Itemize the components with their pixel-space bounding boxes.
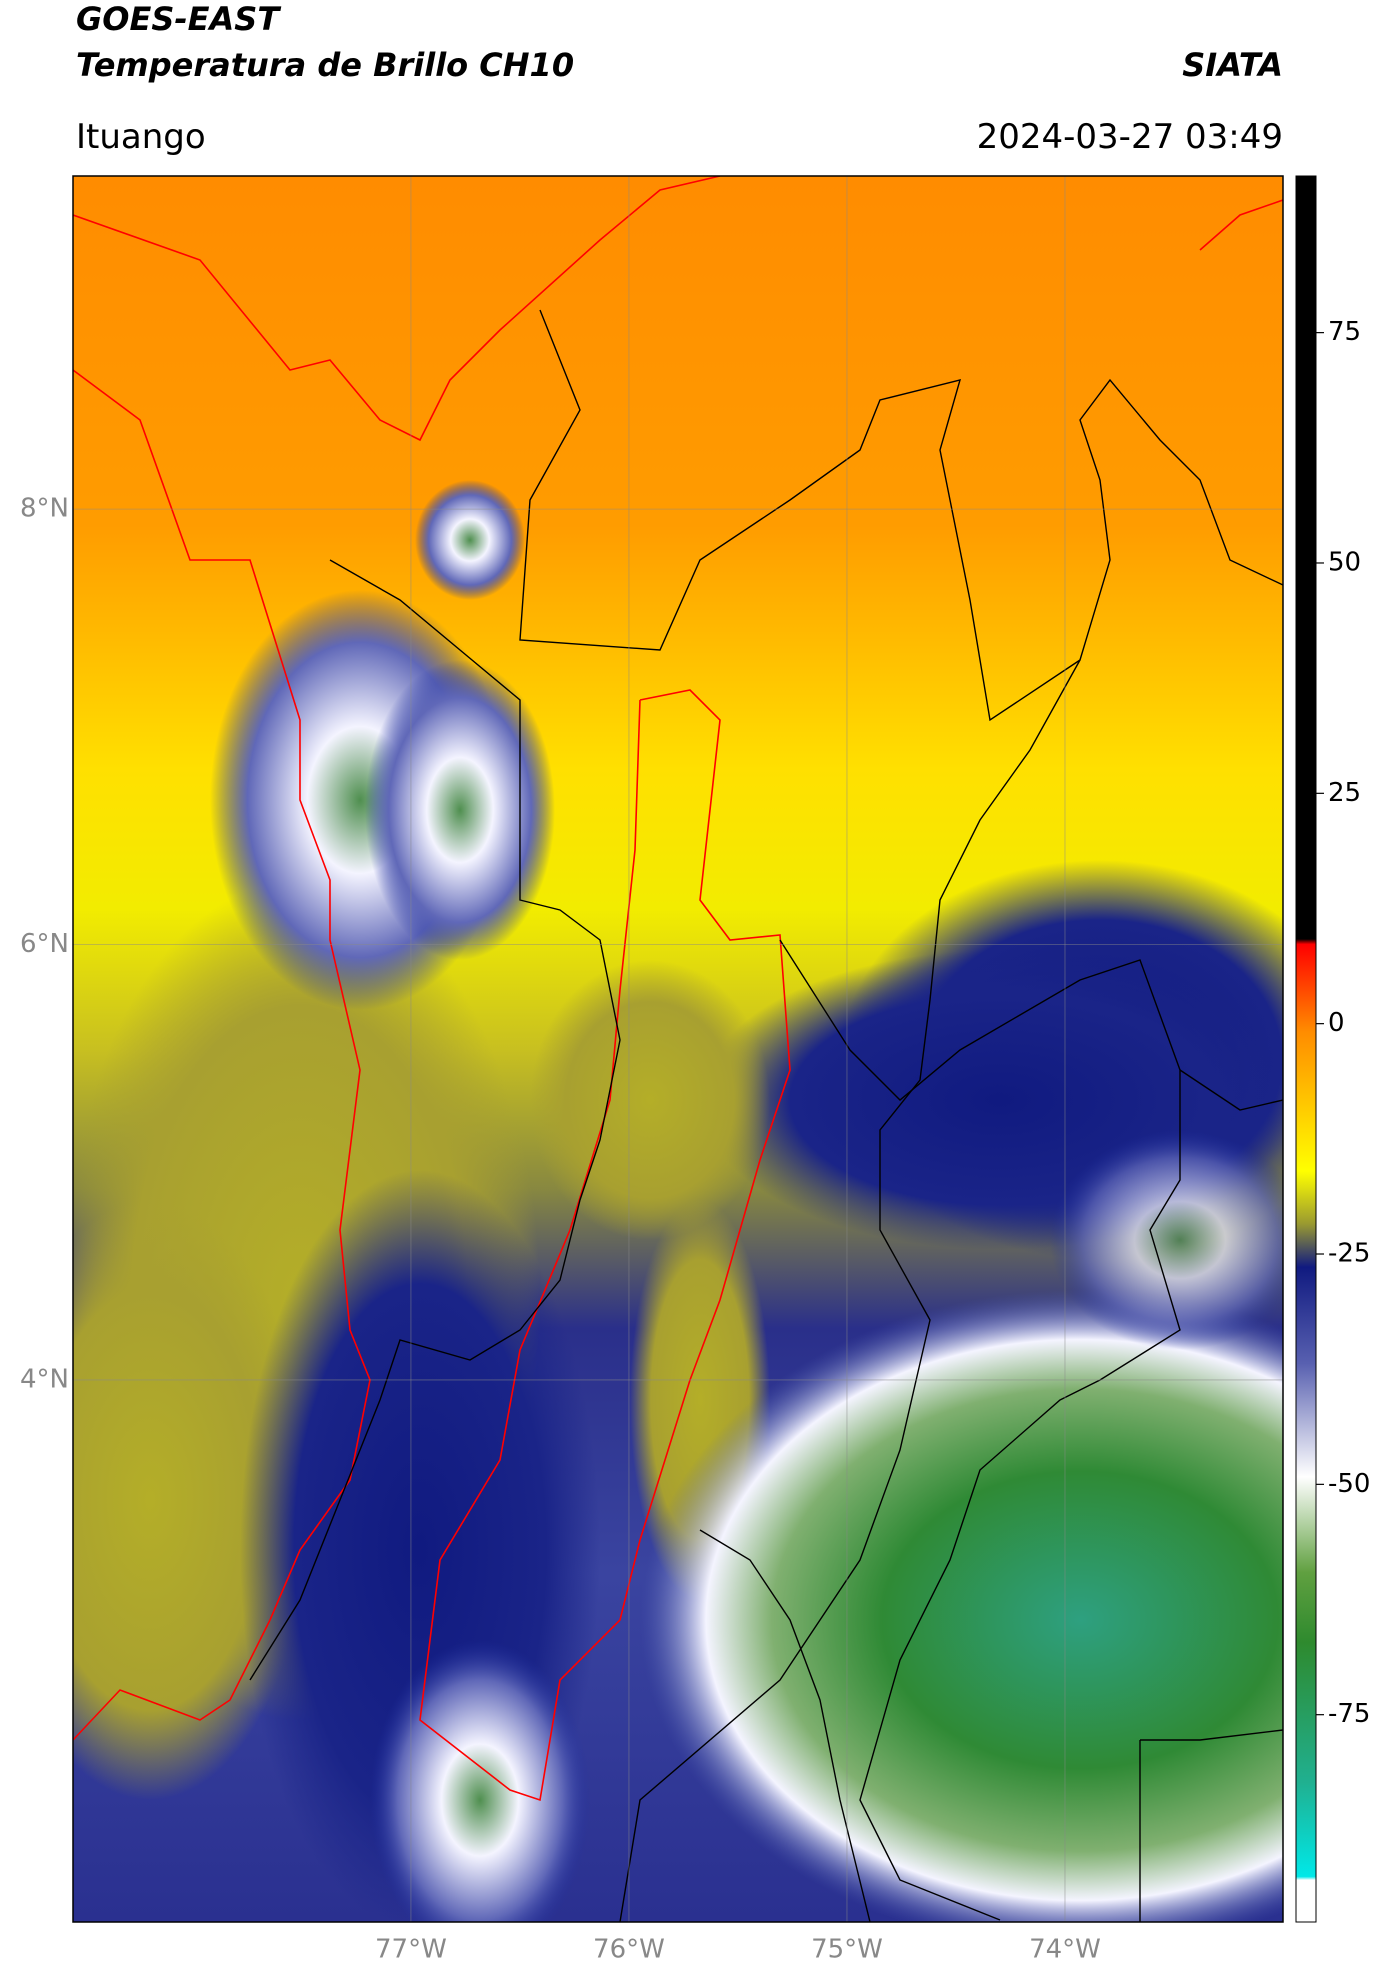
colorbar-tick-label: 0 [1328, 1008, 1345, 1038]
satellite-image [73, 176, 1283, 1922]
lat-label: 4°N [20, 1364, 69, 1394]
source: SIATA [1182, 46, 1283, 84]
region: Ituango [76, 117, 206, 157]
title: GOES-EAST [76, 0, 281, 38]
map-frame [72, 175, 1284, 1923]
colorbar-tick-label: -75 [1328, 1699, 1370, 1729]
colorbar-tick-label: 50 [1328, 547, 1361, 577]
datetime: 2024-03-27 03:49 [977, 117, 1283, 157]
lon-label: 76°W [593, 1935, 665, 1965]
colorbar-tick-label: 75 [1328, 317, 1361, 347]
lat-label: 6°N [20, 929, 69, 959]
colorbar [1295, 175, 1317, 1923]
lon-label: 74°W [1029, 1935, 1101, 1965]
lon-label: 75°W [811, 1935, 883, 1965]
colorbar-tick-label: -25 [1328, 1239, 1370, 1269]
lat-label: 8°N [20, 494, 69, 524]
colorbar-tick-label: -50 [1328, 1469, 1370, 1499]
lon-label: 77°W [375, 1935, 447, 1965]
graticule [73, 176, 1283, 1922]
subtitle: Temperatura de Brillo CH10 [76, 46, 574, 84]
colorbar-tick-label: 25 [1328, 778, 1361, 808]
